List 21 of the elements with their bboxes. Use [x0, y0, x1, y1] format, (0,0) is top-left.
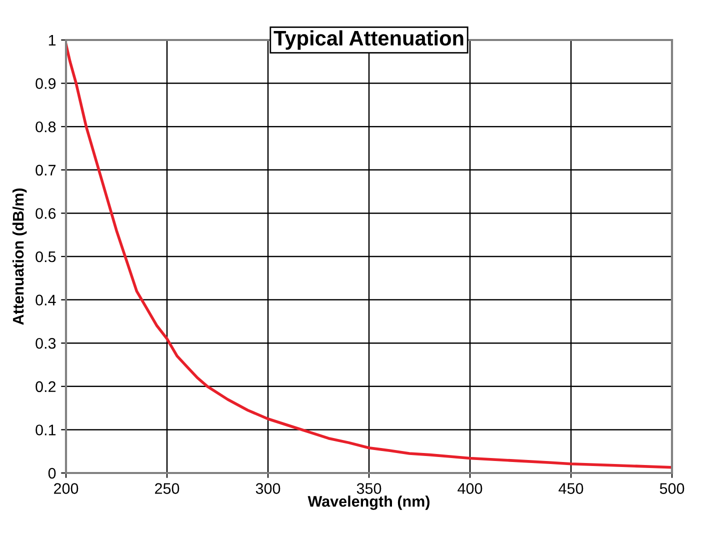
x-tick-label: 300 — [256, 483, 280, 494]
x-tick-label: 250 — [155, 483, 180, 494]
y-tick-label: 1 — [48, 35, 56, 46]
y-tick-label: 0.8 — [36, 121, 56, 132]
y-tick-label: 0.3 — [36, 338, 56, 349]
chart-title: Typical Attenuation — [274, 30, 464, 50]
x-tick-label: 400 — [458, 483, 482, 494]
y-tick-label: 0.6 — [36, 208, 56, 219]
x-tick-label: 450 — [558, 483, 584, 494]
y-axis-title: Attenuation (dB/m) — [12, 188, 27, 325]
x-tick-label: 500 — [660, 483, 684, 494]
y-tick-label: 0.1 — [36, 424, 56, 436]
y-tick-label: 0 — [48, 468, 56, 479]
y-tick-label: 0.2 — [36, 381, 56, 392]
y-tick-label: 0.4 — [36, 294, 56, 306]
y-tick-label: 0.5 — [36, 251, 56, 262]
x-axis-title: Wavelength (nm) — [308, 496, 430, 510]
x-tick-label: 350 — [356, 483, 382, 494]
y-tick-label: 0.9 — [36, 78, 56, 89]
x-tick-label: 200 — [54, 483, 78, 494]
y-tick-label: 0.7 — [36, 164, 56, 176]
